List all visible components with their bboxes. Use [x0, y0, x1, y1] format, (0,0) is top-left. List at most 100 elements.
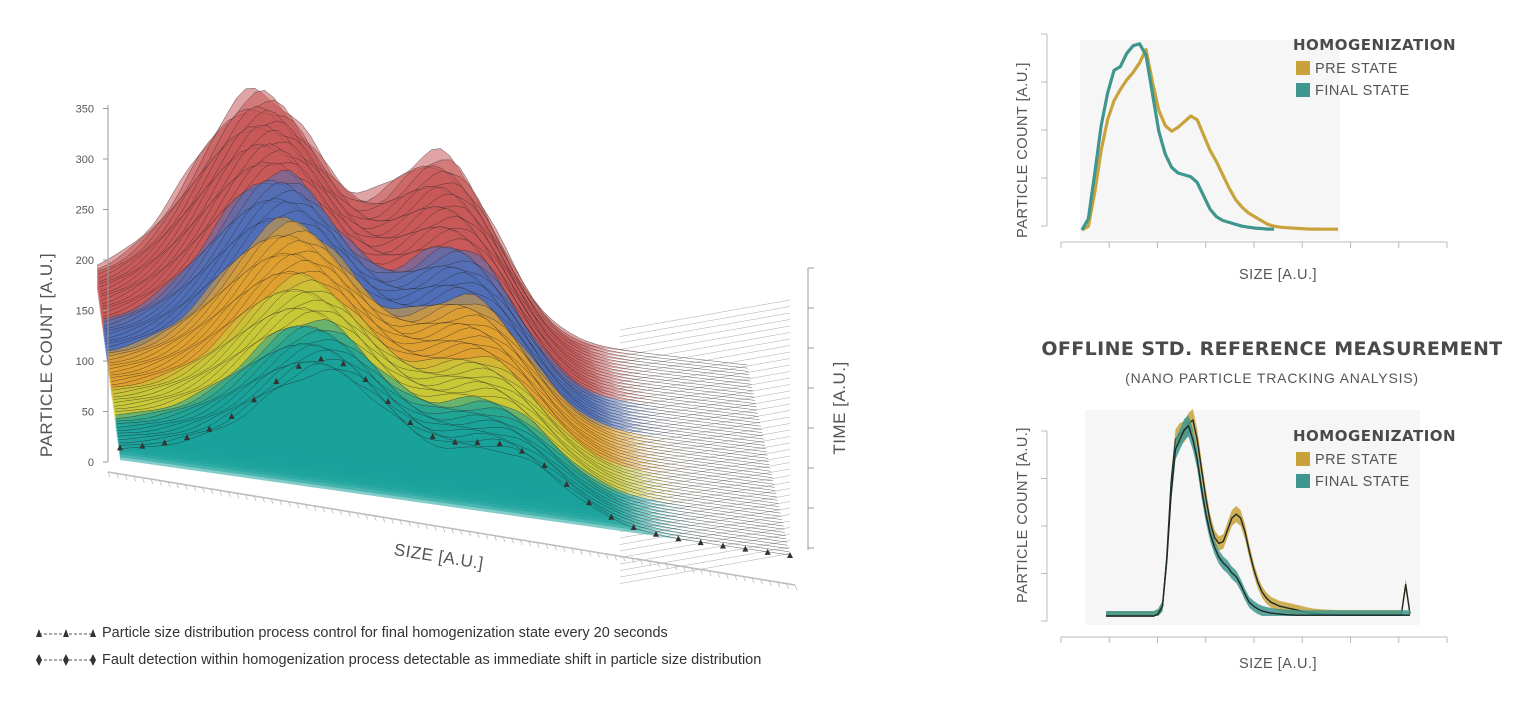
trace-line — [109, 250, 772, 472]
legend: Particle size distribution process contr… — [36, 619, 761, 673]
series-line-pre — [1081, 47, 1338, 232]
triangle-marker — [474, 438, 481, 445]
triangle-marker — [496, 440, 503, 447]
trace-tail — [619, 351, 791, 383]
trace-line — [102, 149, 757, 408]
triangle-marker — [139, 442, 146, 449]
trace-tail — [619, 358, 791, 389]
time-axis-label: TIME [A.U.] — [830, 361, 849, 454]
trace-line — [109, 239, 771, 469]
triangle-marker — [340, 360, 347, 367]
trace-tail — [619, 436, 791, 467]
trace-tail — [619, 306, 791, 337]
triangle-marker — [161, 439, 168, 446]
trace-line — [112, 279, 777, 495]
trace-line — [116, 330, 785, 530]
triangle-marker — [407, 419, 414, 426]
x-tick — [528, 541, 532, 547]
x-tick — [682, 566, 686, 572]
legend-item-process-control: Particle size distribution process contr… — [36, 619, 761, 646]
series — [1106, 409, 1411, 617]
triangle-marker — [787, 551, 793, 558]
trace-line — [100, 141, 755, 398]
triangle-marker — [273, 377, 280, 384]
trace-tail — [619, 299, 791, 331]
x-tick — [614, 555, 618, 561]
x-tick — [622, 556, 626, 562]
trace-line — [115, 310, 782, 517]
trace-line — [113, 291, 779, 504]
x-tick — [537, 542, 540, 548]
trace-tail — [619, 514, 791, 545]
x-tick — [691, 567, 695, 574]
x-tick — [227, 491, 231, 497]
trace-line — [111, 271, 775, 485]
x-tick — [365, 514, 368, 520]
y-tick-label: 0 — [88, 457, 94, 469]
legend-title: HOMOGENIZATION — [1293, 36, 1456, 54]
trace-line — [116, 325, 783, 524]
legend-swatch-pre — [1296, 452, 1310, 466]
series-line-final — [1106, 425, 1410, 617]
trace-tail — [619, 319, 791, 350]
trace-line — [97, 99, 749, 372]
x-tick — [408, 521, 411, 527]
x-tick — [425, 524, 429, 530]
trace-line — [118, 358, 788, 546]
x-tick — [391, 518, 394, 524]
x-tick — [794, 584, 798, 591]
reference-subtitle: (NANO PARTICLE TRACKING ANALYSIS) — [1125, 370, 1419, 386]
trace-line — [112, 290, 777, 498]
time-axis — [807, 267, 814, 550]
x-tick — [382, 517, 386, 523]
triangle-marker — [630, 523, 637, 530]
x-tick — [743, 576, 746, 582]
trace-tail — [619, 325, 791, 357]
triangle-marker — [385, 397, 391, 404]
reference-title-block: OFFLINE STD. REFERENCE MEASUREMENT (NANO… — [1030, 338, 1514, 386]
legend-item-fault-detection: Fault detection within homogenization pr… — [36, 646, 761, 673]
x-tick — [519, 539, 523, 545]
trace-line — [100, 125, 753, 392]
legend-label-pre: PRE STATE — [1315, 452, 1398, 468]
trace-tail — [619, 390, 791, 422]
trace-line — [111, 270, 775, 488]
waterfall-traces — [96, 87, 791, 556]
trace-tail — [619, 364, 791, 396]
triangle-marker — [362, 376, 369, 383]
x-tick — [167, 481, 171, 488]
legend-label-final: FINAL STATE — [1315, 83, 1410, 99]
x-tick — [305, 504, 308, 510]
trace-line — [104, 179, 761, 427]
triangle-marker-icon — [36, 628, 96, 637]
trace-line — [99, 126, 753, 388]
x-tick — [330, 508, 334, 514]
y-tick-label: 100 — [76, 356, 94, 368]
x-tick — [116, 473, 119, 479]
trace-line — [105, 197, 764, 440]
trace-line — [113, 288, 778, 501]
x-tick — [296, 502, 300, 509]
trace-line — [103, 170, 760, 420]
legend-swatch-pre — [1296, 61, 1310, 75]
x-tick — [717, 572, 721, 578]
x-tick — [786, 583, 789, 589]
trace-line — [114, 307, 781, 514]
trace-line — [105, 200, 764, 437]
trace-line — [117, 343, 786, 536]
trace-line — [114, 299, 780, 507]
trace-tail — [619, 553, 791, 584]
x-tick — [605, 553, 609, 560]
axes — [1041, 430, 1448, 643]
x-tick — [571, 548, 575, 554]
y-axis: 0 50 100 150 200 250 300 350 — [76, 104, 109, 469]
trace-line — [103, 182, 761, 424]
trace-line — [107, 217, 766, 449]
trace-line — [109, 234, 770, 466]
series — [1080, 42, 1338, 232]
x-tick — [176, 483, 180, 489]
x-tick — [245, 494, 248, 500]
trace-line — [105, 189, 763, 433]
x-tick — [751, 577, 755, 584]
triangle-marker — [675, 535, 682, 542]
